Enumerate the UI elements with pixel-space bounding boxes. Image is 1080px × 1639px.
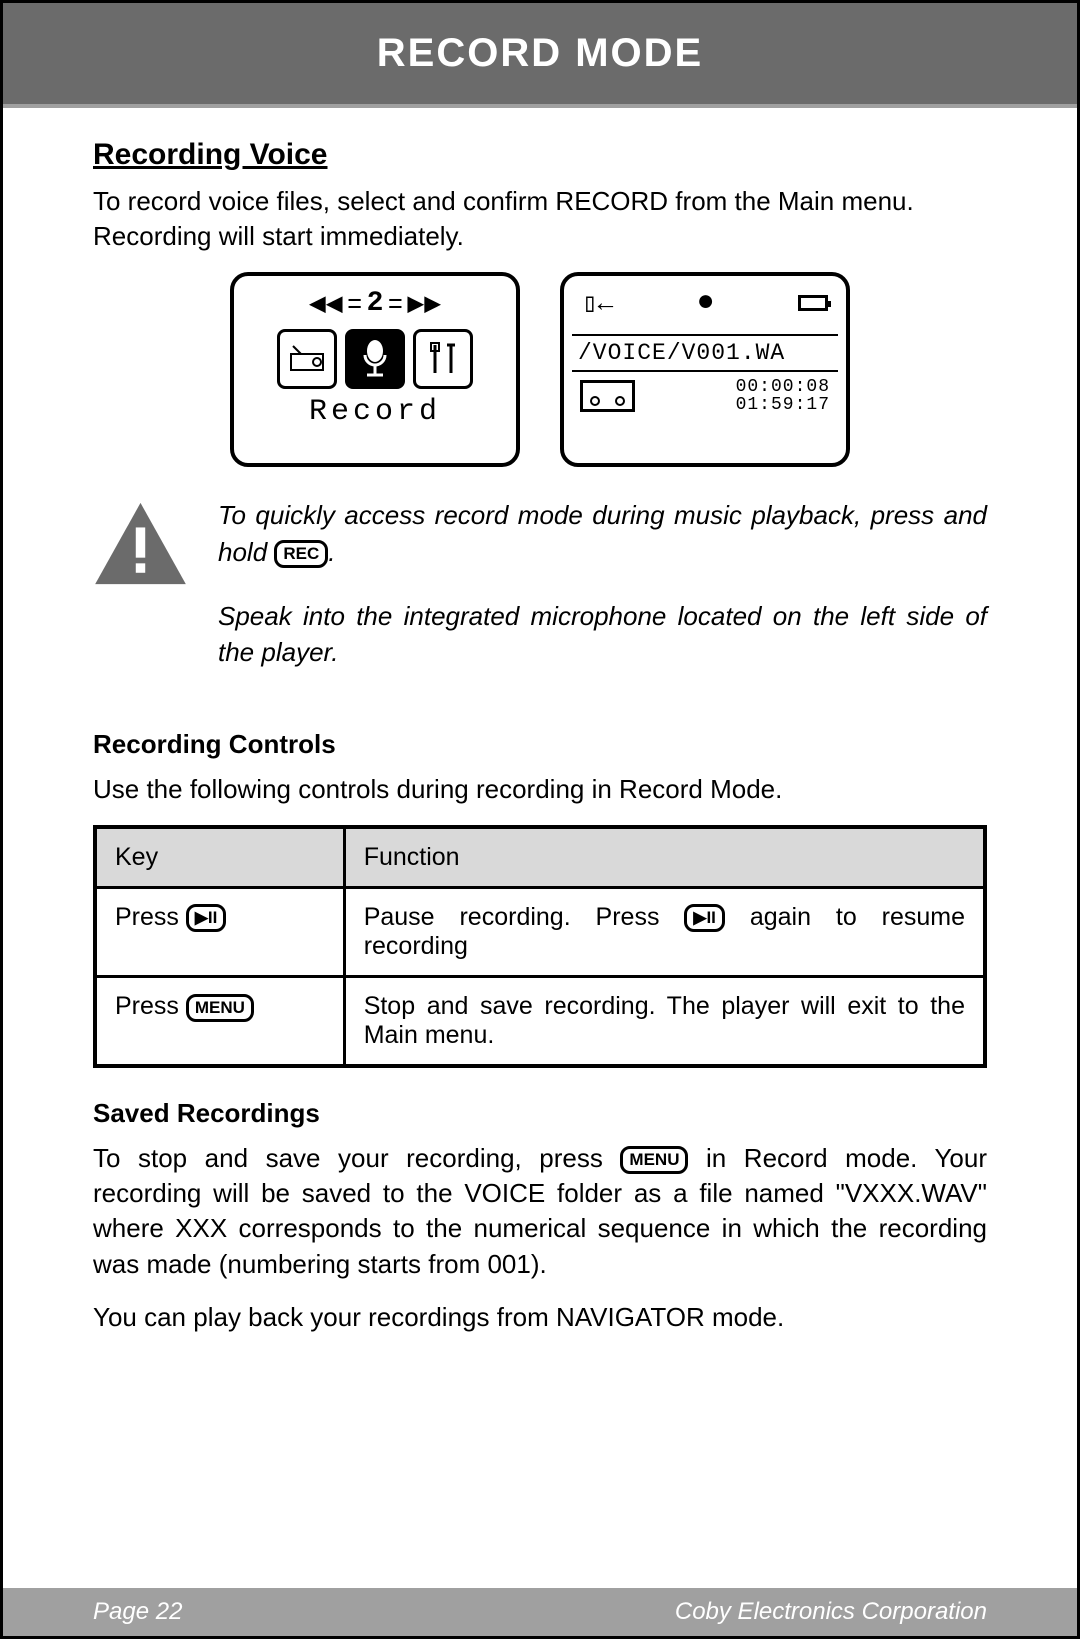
saved-recordings-heading: Saved Recordings [93, 1098, 987, 1129]
rec-key-icon: REC [274, 540, 328, 568]
func-text: Pause recording. Press [364, 903, 685, 931]
page-footer: Page 22 Coby Electronics Corporation [3, 1588, 1077, 1636]
function-cell: Pause recording. Press ▶II again to resu… [344, 887, 985, 976]
page-title: RECORD MODE [377, 31, 703, 75]
warning-block: To quickly access record mode during mus… [93, 497, 987, 699]
bars-icon: —— [349, 297, 361, 311]
menu-key-icon: MENU [186, 994, 254, 1022]
warning-line2: Speak into the integrated microphone loc… [218, 598, 987, 671]
menu-index-number: 2 [367, 288, 384, 319]
recording-controls-intro: Use the following controls during record… [93, 772, 987, 807]
col-function-header: Function [344, 827, 985, 888]
remaining-time: 01:59:17 [736, 396, 830, 414]
page-number: Page 22 [93, 1598, 182, 1626]
menu-icons-row [277, 329, 473, 389]
menu-key-icon: MENU [620, 1146, 688, 1174]
bars-icon: —— [389, 297, 401, 311]
recording-file-path: /VOICE/V001.WA [572, 334, 838, 372]
warning-line1b: . [328, 537, 335, 567]
table-row: Press MENU Stop and save recording. The … [95, 977, 985, 1067]
key-cell: Press ▶II [95, 887, 344, 976]
key-cell: Press MENU [95, 977, 344, 1067]
table-row: Press ▶II Pause recording. Press ▶II aga… [95, 887, 985, 976]
section-recording-voice-intro: To record voice files, select and confir… [93, 184, 987, 254]
func-text: Stop and save recording. The player will… [364, 992, 965, 1049]
controls-table: Key Function Press ▶II Pause recording. … [93, 825, 987, 1068]
page-content: Recording Voice To record voice files, s… [3, 108, 1077, 1335]
play-pause-key-icon: ▶II [684, 904, 725, 932]
col-key-header: Key [95, 827, 344, 888]
lcd-screen-menu: ◀◀ —— 2 —— ▶▶ Record [230, 272, 520, 467]
folder-back-icon: ▯← [582, 288, 613, 319]
microphone-icon [345, 329, 405, 389]
warning-triangle-icon [93, 501, 188, 586]
lcd-screen-recording: ▯← ● /VOICE/V001.WA 00:00:08 01:59:17 [560, 272, 850, 467]
lcd-screens-row: ◀◀ —— 2 —— ▶▶ Record ▯← [93, 272, 987, 467]
tape-icon [580, 380, 635, 412]
saved-text: To stop and save your recording, press [93, 1143, 620, 1173]
menu-nav-row: ◀◀ —— 2 —— ▶▶ [309, 286, 441, 321]
saved-recordings-p1: To stop and save your recording, press M… [93, 1141, 987, 1281]
warning-text: To quickly access record mode during mus… [218, 497, 987, 699]
battery-icon [798, 295, 828, 311]
section-recording-voice-title: Recording Voice [93, 138, 987, 172]
saved-recordings-p2: You can play back your recordings from N… [93, 1300, 987, 1335]
key-prefix: Press [115, 903, 186, 931]
recording-controls-heading: Recording Controls [93, 729, 987, 760]
recording-status-row: ▯← ● [572, 286, 838, 320]
play-pause-key-icon: ▶II [186, 904, 227, 932]
elapsed-time: 00:00:08 [736, 378, 830, 396]
company-name: Coby Electronics Corporation [675, 1598, 987, 1626]
recording-time-row: 00:00:08 01:59:17 [572, 372, 838, 414]
page-header: RECORD MODE [3, 3, 1077, 108]
key-prefix: Press [115, 992, 186, 1020]
table-header-row: Key Function [95, 827, 985, 888]
record-dot-icon: ● [697, 286, 715, 320]
rewind-icon: ◀◀ [309, 286, 343, 321]
recording-times: 00:00:08 01:59:17 [736, 378, 830, 414]
radio-icon [277, 329, 337, 389]
forward-icon: ▶▶ [407, 286, 441, 321]
tools-icon [413, 329, 473, 389]
menu-label: Record [309, 395, 441, 429]
function-cell: Stop and save recording. The player will… [344, 977, 985, 1067]
